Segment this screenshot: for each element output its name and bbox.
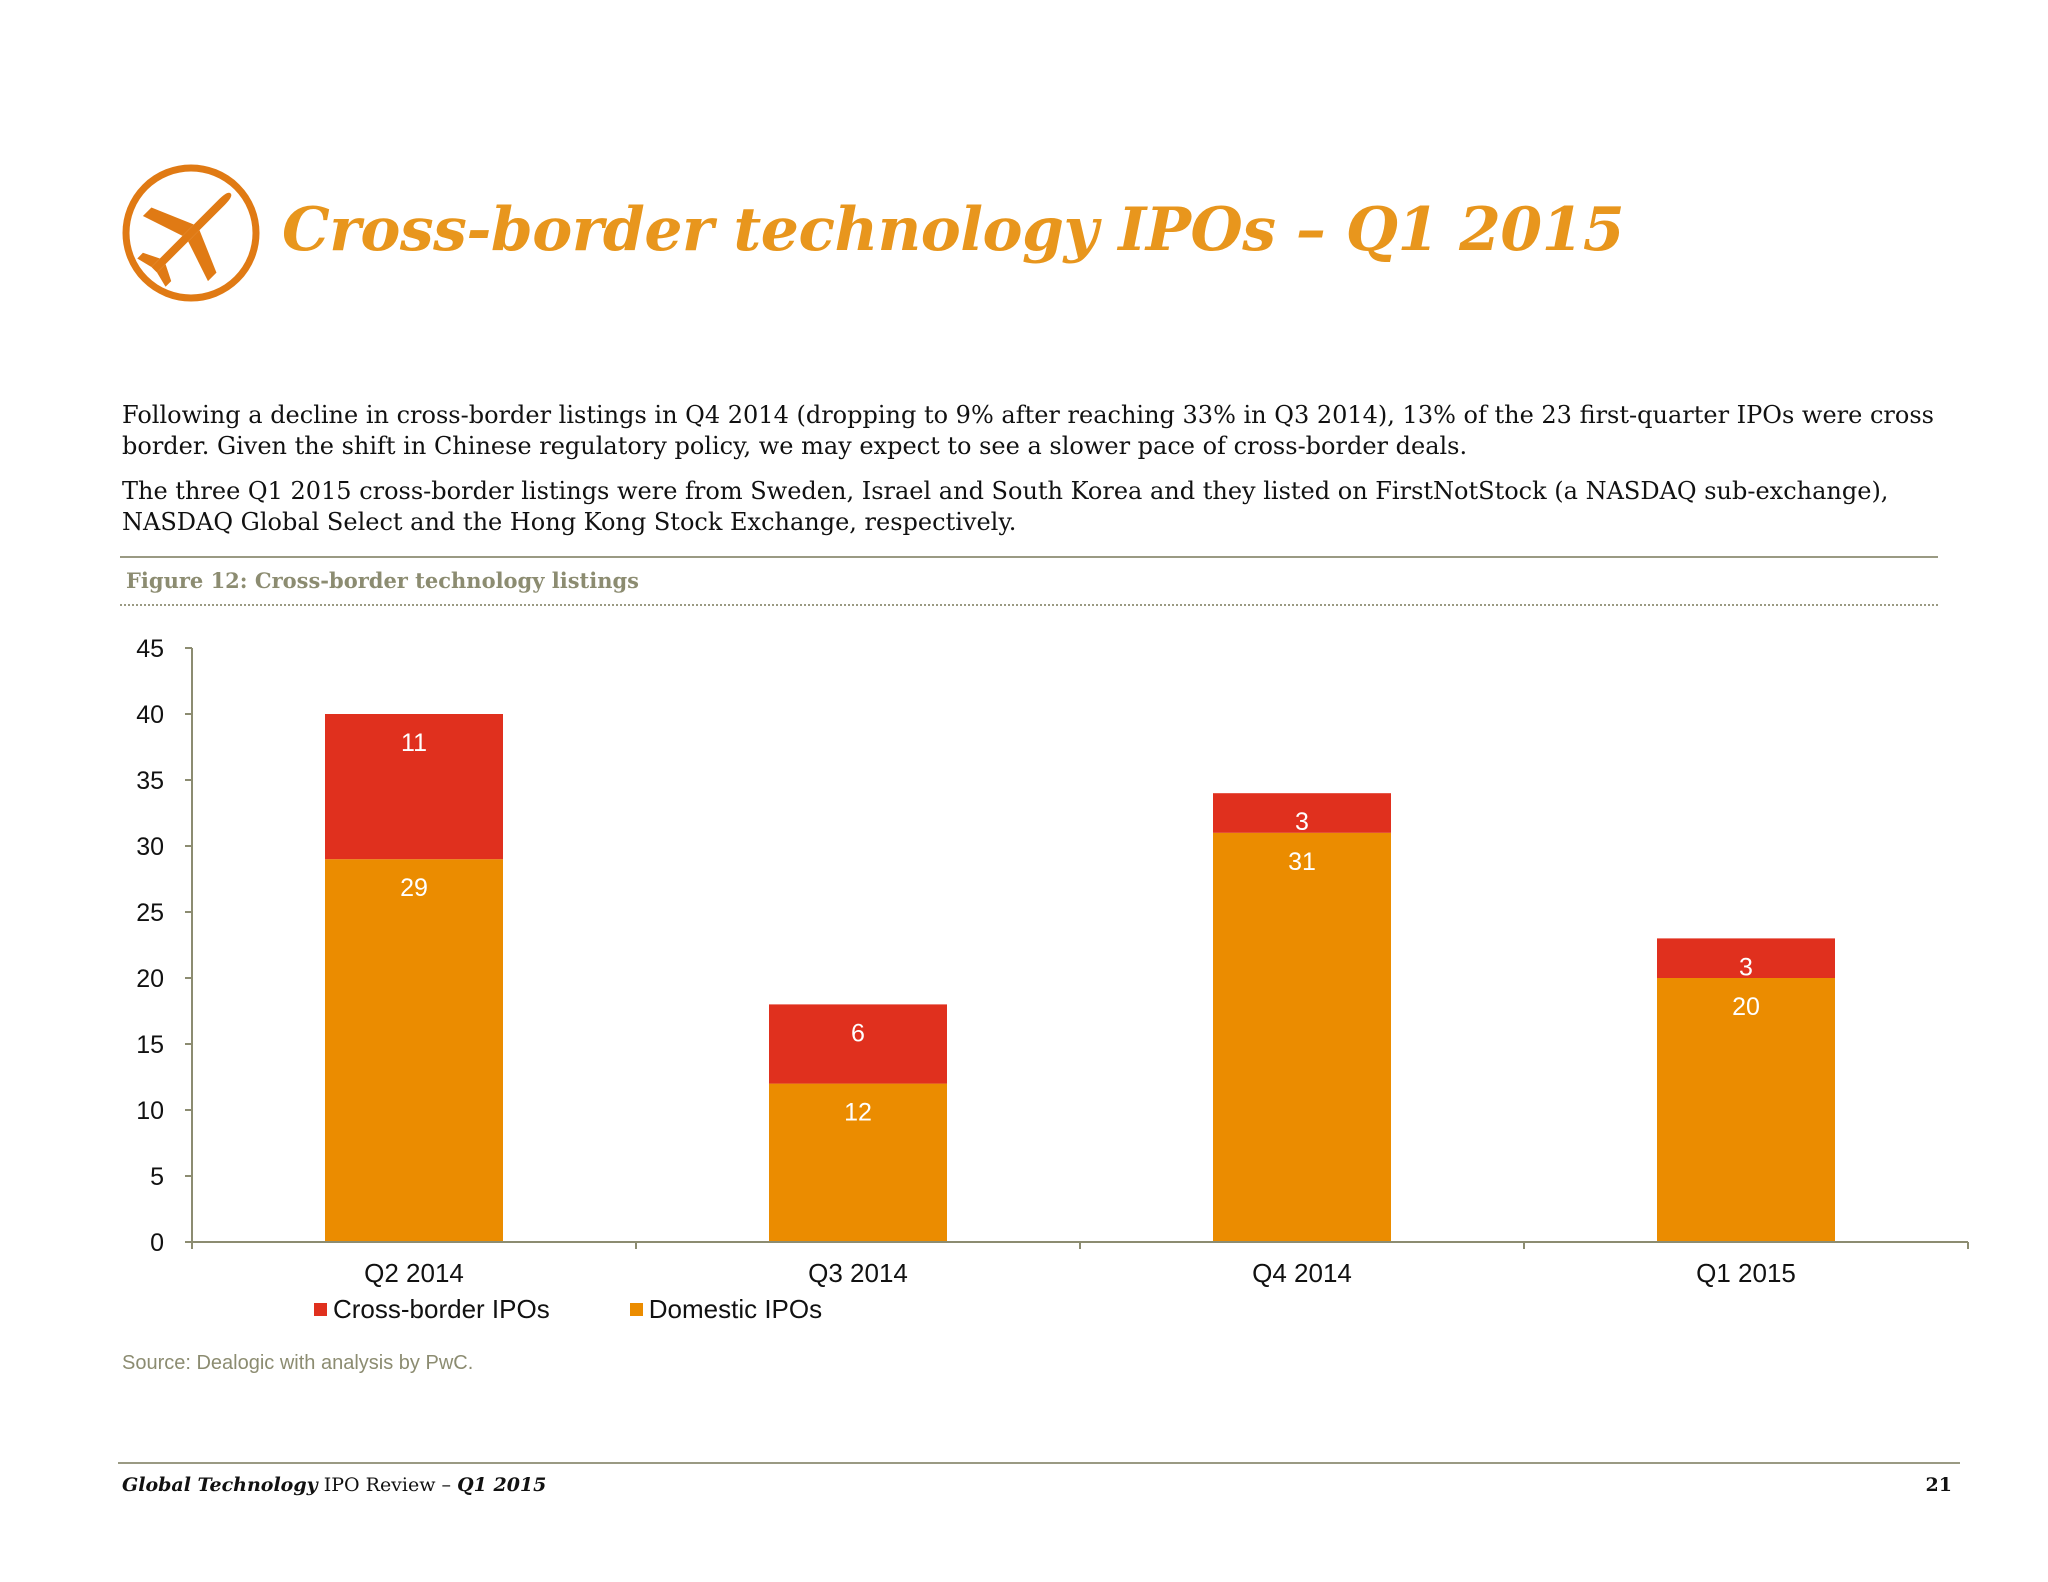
x-tick-label-1: Q3 2014 [808,1258,908,1288]
footer-text: Global Technology IPO Review – Q1 2015 [122,1474,546,1496]
footer-rule [118,1462,1960,1464]
figure-dotted-rule [120,604,1938,606]
y-tick-label-15: 15 [136,1031,164,1059]
x-tick-label-0: Q2 2014 [364,1258,464,1288]
y-tick-label-10: 10 [136,1097,164,1125]
bar-domestic-3 [1657,978,1835,1242]
y-tick-label-0: 0 [150,1229,164,1257]
figure-source: Source: Dealogic with analysis by PwC. [122,1352,474,1374]
page-title: Cross-border technology IPOs – Q1 2015 [282,195,1625,265]
page-number: 21 [1925,1474,1952,1496]
intro-paragraph-2: The three Q1 2015 cross-border listings … [122,477,1889,536]
bar-cross-border-2 [1213,793,1391,833]
bar-cross-border-3 [1657,938,1835,978]
legend-item-domestic: Domestic IPOs [629,1294,823,1325]
data-label-domestic-2: 31 [1288,848,1316,876]
legend-label-domestic: Domestic IPOs [648,1294,823,1324]
y-tick-label-20: 20 [136,965,164,993]
intro-text: Following a decline in cross-border list… [122,400,1952,552]
y-tick-label-25: 25 [136,899,164,927]
footer-brand: Global Technology [122,1474,318,1496]
chart-legend: Cross-border IPOs Domestic IPOs [314,1294,822,1325]
legend-swatch-domestic [629,1303,643,1316]
x-tick-label-3: Q1 2015 [1696,1258,1796,1288]
airplane-icon [122,164,260,302]
legend-item-cross-border: Cross-border IPOs [314,1294,550,1325]
data-label-cross-border-2: 3 [1295,808,1309,836]
figure-title: Figure 12: Cross-border technology listi… [126,568,639,593]
bar-cross-border-1 [769,1004,947,1084]
footer-period: Q1 2015 [457,1474,547,1496]
y-tick-label-30: 30 [136,833,164,861]
y-tick-label-45: 45 [136,635,164,663]
footer-brand-rest: IPO Review – [317,1474,458,1496]
data-label-domestic-3: 20 [1732,993,1760,1021]
legend-label-cross-border: Cross-border IPOs [333,1294,550,1324]
bar-cross-border-0 [325,714,503,860]
bar-domestic-1 [769,1083,947,1242]
bar-domestic-2 [1213,832,1391,1242]
data-label-domestic-1: 12 [844,1099,872,1127]
y-tick-label-35: 35 [136,767,164,795]
bar-domestic-0 [325,859,503,1242]
figure-top-rule [120,556,1938,558]
data-label-cross-border-1: 6 [851,1019,865,1047]
data-label-cross-border-3: 3 [1739,953,1753,981]
intro-paragraph-1: Following a decline in cross-border list… [122,401,1934,460]
legend-swatch-cross-border [314,1303,327,1316]
y-tick-label-40: 40 [136,701,164,729]
x-tick-label-2: Q4 2014 [1252,1258,1352,1288]
data-label-cross-border-0: 11 [401,729,427,757]
data-label-domestic-0: 29 [400,874,428,902]
y-tick-label-5: 5 [150,1163,164,1191]
